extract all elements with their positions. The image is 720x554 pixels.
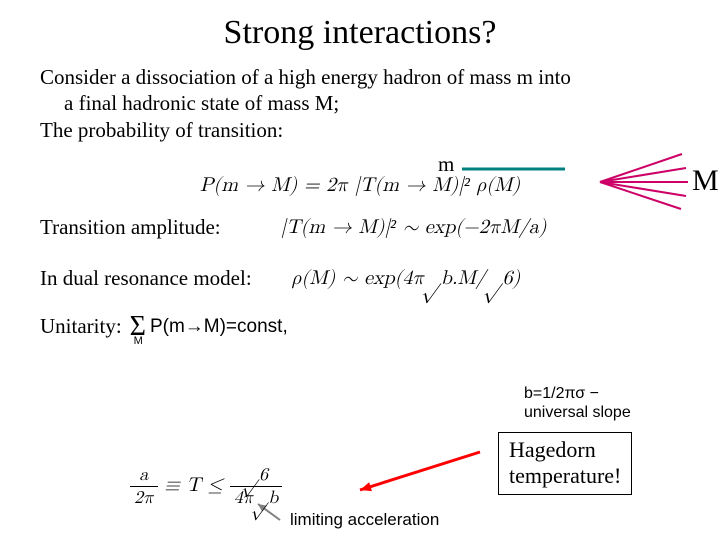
temperature-inequality: a 2π ≡ T ≤ √6 4π√b xyxy=(130,464,282,509)
temp-lhs-frac: a 2π xyxy=(130,464,158,509)
sigma-subscript: M xyxy=(134,335,143,347)
temp-rhs-frac: √6 4π√b xyxy=(230,464,283,509)
temp-lhs-num: a xyxy=(130,464,158,487)
temp-lhs-den: 2π xyxy=(130,487,158,509)
temp-rhs-num: √6 xyxy=(230,464,283,487)
slope-line2: universal slope xyxy=(524,403,631,422)
hagedorn-line2: temperature! xyxy=(509,463,621,489)
hagedorn-line1: Hagedorn xyxy=(509,437,621,463)
hagedorn-box: Hagedorn temperature! xyxy=(498,432,632,495)
temp-mid: ≡ T ≤ xyxy=(164,475,229,495)
temp-rhs-den: 4π√b xyxy=(230,487,283,509)
limiting-acceleration-label: limiting acceleration xyxy=(290,510,439,530)
slope-text: b=1/2πσ − universal slope xyxy=(524,384,631,422)
slope-line1: b=1/2πσ − xyxy=(524,384,631,403)
